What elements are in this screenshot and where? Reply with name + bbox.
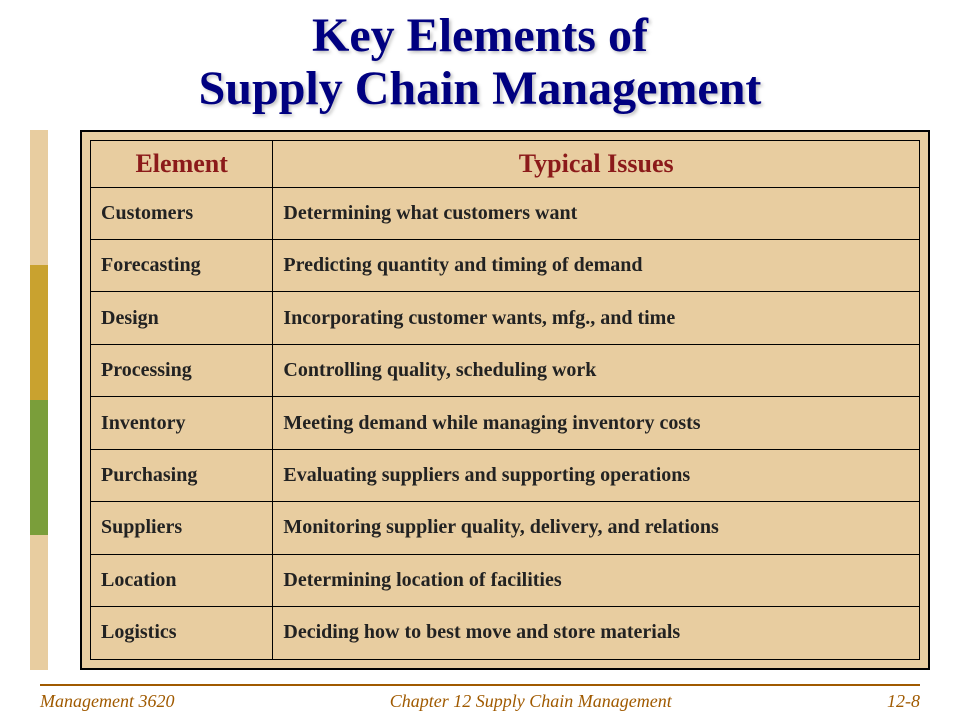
footer-center: Chapter 12 Supply Chain Management xyxy=(390,691,672,712)
table-row: ProcessingControlling quality, schedulin… xyxy=(91,344,920,396)
col-header-element: Element xyxy=(91,140,273,187)
cell-issue: Evaluating suppliers and supporting oper… xyxy=(273,449,920,501)
title-line-2: Supply Chain Management xyxy=(199,62,762,115)
cell-element: Inventory xyxy=(91,397,273,449)
col-header-issues: Typical Issues xyxy=(273,140,920,187)
cell-element: Location xyxy=(91,554,273,606)
table-header-row: Element Typical Issues xyxy=(91,140,920,187)
elements-table: Element Typical Issues CustomersDetermin… xyxy=(90,140,920,660)
accent-seg-3 xyxy=(30,535,48,670)
cell-issue: Determining what customers want xyxy=(273,187,920,239)
title-line-1: Key Elements of xyxy=(312,9,648,62)
footer: Management 3620 Chapter 12 Supply Chain … xyxy=(0,691,960,712)
table-row: CustomersDetermining what customers want xyxy=(91,187,920,239)
cell-issue: Monitoring supplier quality, delivery, a… xyxy=(273,502,920,554)
table-row: PurchasingEvaluating suppliers and suppo… xyxy=(91,449,920,501)
cell-element: Forecasting xyxy=(91,240,273,292)
table-body: CustomersDetermining what customers want… xyxy=(91,187,920,659)
footer-left: Management 3620 xyxy=(40,691,174,712)
cell-element: Logistics xyxy=(91,607,273,660)
side-accent xyxy=(30,130,48,670)
table-row: DesignIncorporating customer wants, mfg.… xyxy=(91,292,920,344)
table-row: LogisticsDeciding how to best move and s… xyxy=(91,607,920,660)
cell-issue: Controlling quality, scheduling work xyxy=(273,344,920,396)
table-row: LocationDetermining location of faciliti… xyxy=(91,554,920,606)
cell-issue: Predicting quantity and timing of demand xyxy=(273,240,920,292)
cell-issue: Deciding how to best move and store mate… xyxy=(273,607,920,660)
cell-element: Processing xyxy=(91,344,273,396)
table-row: SuppliersMonitoring supplier quality, de… xyxy=(91,502,920,554)
cell-element: Design xyxy=(91,292,273,344)
footer-right: 12-8 xyxy=(887,691,920,712)
slide: Key Elements of Supply Chain Management … xyxy=(0,0,960,720)
cell-issue: Meeting demand while managing inventory … xyxy=(273,397,920,449)
footer-divider xyxy=(40,684,920,686)
cell-element: Suppliers xyxy=(91,502,273,554)
cell-issue: Determining location of facilities xyxy=(273,554,920,606)
slide-title: Key Elements of Supply Chain Management xyxy=(30,10,930,116)
table-row: ForecastingPredicting quantity and timin… xyxy=(91,240,920,292)
cell-element: Purchasing xyxy=(91,449,273,501)
cell-element: Customers xyxy=(91,187,273,239)
accent-seg-1 xyxy=(30,265,48,400)
table-row: InventoryMeeting demand while managing i… xyxy=(91,397,920,449)
accent-seg-0 xyxy=(30,130,48,265)
accent-seg-2 xyxy=(30,400,48,535)
table-container: Element Typical Issues CustomersDetermin… xyxy=(80,130,930,670)
content-row: Element Typical Issues CustomersDetermin… xyxy=(30,130,930,670)
cell-issue: Incorporating customer wants, mfg., and … xyxy=(273,292,920,344)
